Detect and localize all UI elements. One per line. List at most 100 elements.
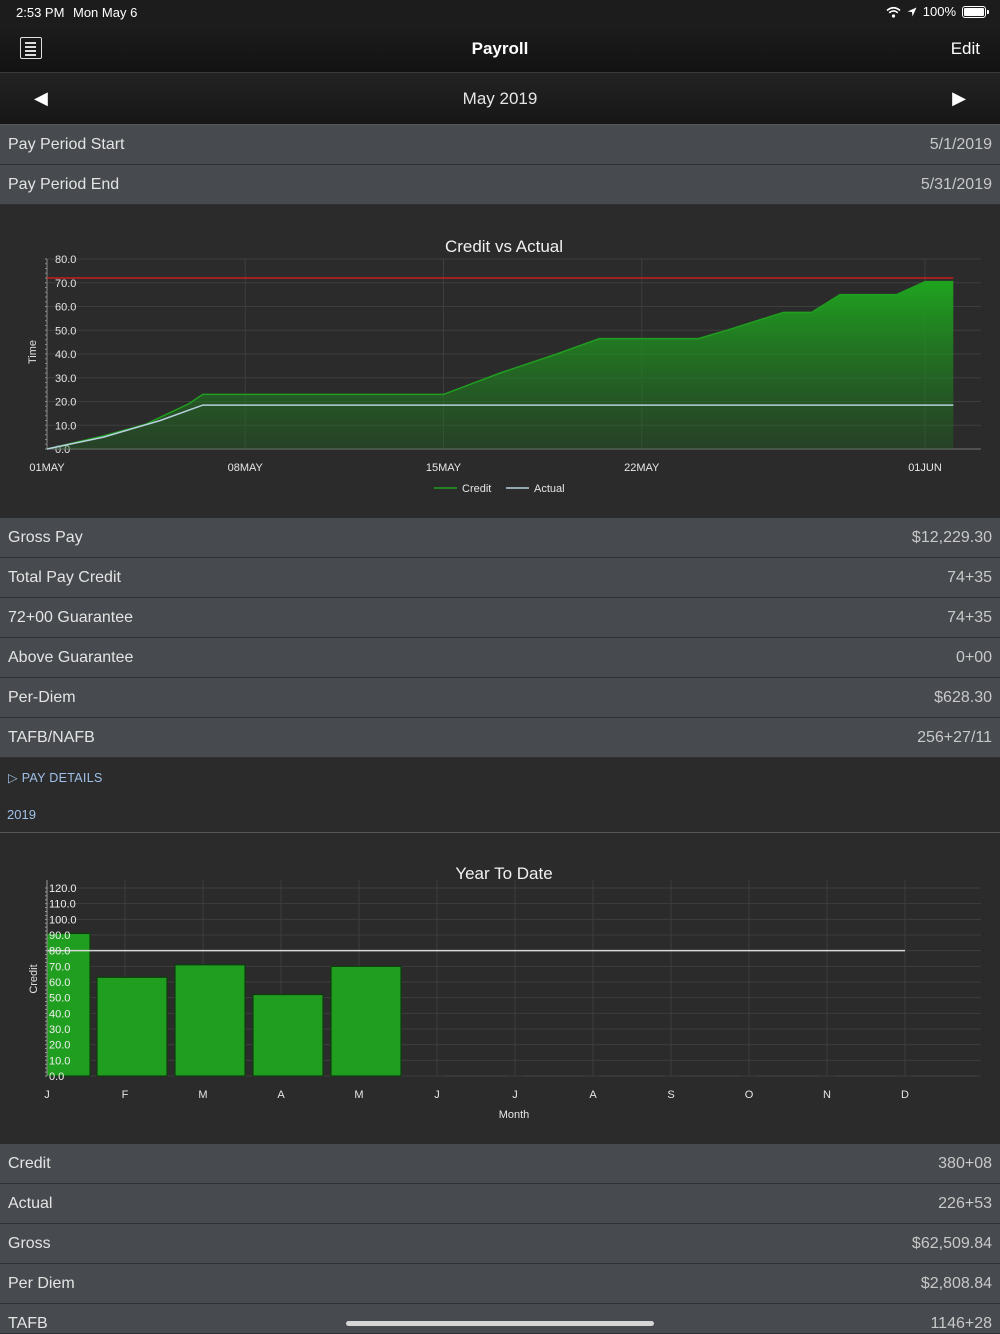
x-tick-label: 01JUN <box>908 462 942 474</box>
wifi-icon <box>886 6 901 18</box>
summary-row: TAFB/NAFB 256+27/11 <box>0 718 1000 758</box>
y-axis-label: Credit <box>28 964 40 993</box>
x-tick-label: 08MAY <box>228 462 264 474</box>
disclosure-triangle-icon: ▷ <box>8 771 18 785</box>
y-tick-label: 30.0 <box>55 373 76 385</box>
period-row: Pay Period Start 5/1/2019 <box>0 125 1000 165</box>
status-date: Mon May 6 <box>73 5 138 20</box>
pay-details-toggle[interactable]: ▷ PAY DETAILS <box>8 770 103 785</box>
row-label: Per-Diem <box>8 689 76 706</box>
actual-series-line <box>46 404 954 450</box>
credit-area <box>47 281 954 449</box>
period-row: Pay Period End 5/31/2019 <box>0 165 1000 205</box>
navigation-bar: Payroll Edit <box>0 24 1000 73</box>
summary-row: Per-Diem $628.30 <box>0 678 1000 718</box>
x-tick-label: J <box>434 1089 440 1101</box>
bar <box>174 964 246 1077</box>
page-title: Payroll <box>471 39 529 58</box>
x-tick-label: J <box>44 1089 50 1101</box>
y-tick-label: 30.0 <box>49 1024 70 1036</box>
summary-row: Gross Pay $12,229.30 <box>0 518 1000 558</box>
row-value: $62,509.84 <box>911 1235 992 1252</box>
x-tick-label: A <box>589 1089 597 1101</box>
location-arrow-icon <box>907 7 917 16</box>
row-value: 256+27/11 <box>917 729 992 746</box>
status-time: 2:53 PM <box>16 5 65 20</box>
x-tick-label: F <box>122 1089 129 1101</box>
status-bar: 2:53 PM Mon May 6 100% <box>0 0 1000 24</box>
row-label: TAFB/NAFB <box>8 729 95 746</box>
row-label: Gross <box>8 1235 51 1252</box>
row-value: 226+53 <box>938 1195 992 1212</box>
row-value: 74+35 <box>947 609 992 626</box>
y-tick-label: 20.0 <box>49 1040 70 1052</box>
y-tick-label: 120.0 <box>49 883 77 895</box>
ytd-row: TAFB 1146+28 <box>0 1304 1000 1334</box>
y-tick-label: 50.0 <box>55 325 76 337</box>
row-value: 74+35 <box>947 569 992 586</box>
x-tick-label: M <box>354 1089 363 1101</box>
home-indicator <box>346 1321 654 1326</box>
y-tick-label: 0.0 <box>49 1071 64 1083</box>
x-tick-label: S <box>667 1089 674 1101</box>
row-value: $12,229.30 <box>911 529 992 546</box>
row-value: $2,808.84 <box>920 1275 992 1292</box>
triangle-right-icon[interactable]: ▶ <box>952 88 966 108</box>
summary-row: Above Guarantee 0+00 <box>0 638 1000 678</box>
x-tick-label: D <box>901 1089 909 1101</box>
ytd-row: Credit 380+08 <box>0 1144 1000 1184</box>
x-axis-label: Month <box>499 1109 530 1121</box>
y-tick-label: 70.0 <box>49 961 70 973</box>
row-value: 5/1/2019 <box>929 136 992 153</box>
y-tick-label: 40.0 <box>49 1008 70 1020</box>
row-label: Per Diem <box>8 1275 75 1292</box>
battery-icon <box>962 5 989 18</box>
pay-details-label: PAY DETAILS <box>21 771 103 785</box>
row-label: Above Guarantee <box>8 649 134 666</box>
row-label: Actual <box>8 1195 53 1212</box>
bar <box>330 965 402 1077</box>
y-tick-label: 80.0 <box>49 946 70 958</box>
bar <box>252 993 324 1077</box>
y-tick-label: 70.0 <box>55 278 76 290</box>
y-tick-label: 20.0 <box>55 397 76 409</box>
y-tick-label: 40.0 <box>55 349 76 361</box>
month-selector: ◀ May 2019 ▶ <box>0 73 1000 125</box>
x-tick-label: M <box>198 1089 207 1101</box>
chart-title: Credit vs Actual <box>445 237 563 256</box>
x-tick-label: 15MAY <box>426 462 462 474</box>
row-label: Pay Period Start <box>8 136 125 153</box>
row-value: 0+00 <box>955 649 992 666</box>
status-indicators: 100% <box>886 4 989 19</box>
row-label: TAFB <box>8 1315 48 1332</box>
ytd-row: Per Diem $2,808.84 <box>0 1264 1000 1304</box>
ytd-row: Gross $62,509.84 <box>0 1224 1000 1264</box>
y-tick-label: 100.0 <box>49 914 77 926</box>
row-value: 5/31/2019 <box>920 176 992 193</box>
row-value: 380+08 <box>938 1155 992 1172</box>
triangle-left-icon[interactable]: ◀ <box>34 88 48 108</box>
y-axis-label: Time <box>27 340 39 364</box>
year-to-date-chart: Year To Date Credit Month J F M A M J J A S O N D 120.0… <box>28 864 981 1121</box>
y-tick-label: 50.0 <box>49 993 70 1005</box>
edit-button[interactable]: Edit <box>950 39 980 58</box>
legend-actual-label: Actual <box>534 483 565 495</box>
bar <box>46 932 91 1077</box>
y-tick-label: 10.0 <box>55 420 76 432</box>
x-tick-label: 22MAY <box>624 462 660 474</box>
row-label: Pay Period End <box>8 176 120 193</box>
year-label: 2019 <box>7 807 36 822</box>
credit-vs-actual-chart: Credit vs Actual Time 80.0 70.0 60.0 50.0 40.0… <box>27 237 981 495</box>
ytd-row: Actual 226+53 <box>0 1184 1000 1224</box>
row-value: $628.30 <box>934 689 992 706</box>
y-tick-label: 60.0 <box>49 977 70 989</box>
x-tick-label: O <box>745 1089 754 1101</box>
summary-row: Total Pay Credit 74+35 <box>0 558 1000 598</box>
x-tick-label: 01MAY <box>29 462 65 474</box>
chart-title: Year To Date <box>455 864 552 883</box>
list-icon[interactable] <box>20 37 42 59</box>
y-tick-label: 90.0 <box>49 930 70 942</box>
row-label: Total Pay Credit <box>8 569 121 586</box>
battery-percent: 100% <box>922 4 956 19</box>
divider <box>0 832 1000 833</box>
